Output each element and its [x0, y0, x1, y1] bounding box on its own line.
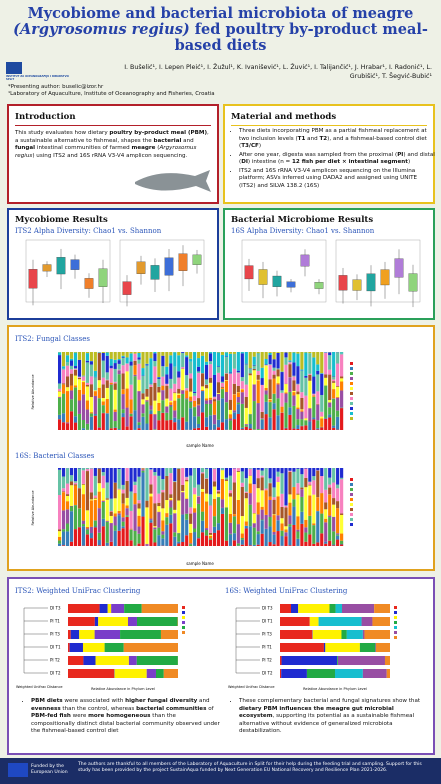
text-run: After one year, digesta was sampled from…: [239, 151, 398, 158]
divider: [231, 125, 427, 126]
methods-list: Three diets incorporating PBM as a parti…: [231, 128, 435, 191]
text-run: ) using ITS2 and 16S rRNA V3-V4 amplicon…: [32, 152, 188, 159]
text-run: fungal: [15, 145, 36, 152]
subheading: 16S: Weighted UniFrac Clustering: [225, 587, 348, 595]
text-run: T1: [297, 135, 306, 142]
text-run: were associated with: [62, 698, 126, 704]
text-run: ) intestine (n =: [247, 159, 293, 166]
presenting-author: *Presenting author: buselic@izor.hr: [8, 84, 104, 90]
logo-mark: [6, 62, 22, 74]
text-run: T3/CF: [241, 143, 259, 150]
eu-flag: [8, 763, 28, 777]
text-run: ITS2 and 16S rRNA V3-V4 amplicon sequenc…: [239, 167, 418, 189]
text-run: DI: [241, 159, 248, 166]
conclusion: PBM diets were associated with higher fu…: [23, 698, 221, 737]
conclusion: These complementary bacterial and fungal…: [231, 698, 429, 737]
text-run: were: [70, 713, 89, 720]
bullet: PBM diets were associated with higher fu…: [31, 698, 221, 736]
authors: I. Bušelić¹, I. Lepen Pleić¹, I. Žužul¹,…: [124, 64, 432, 80]
text-run: PBM-fed fish: [31, 713, 71, 720]
subheading: ITS2: Fungal Classes: [15, 335, 90, 343]
text-run: ) and distal (: [239, 151, 435, 166]
text-run: ), and a fishmeal-based control diet (: [239, 135, 427, 150]
text-run: evenness: [31, 705, 61, 712]
text-run: more homogeneous: [88, 713, 151, 720]
text-run: (: [155, 145, 160, 152]
bacterial-box: Bacterial Microbiome Results 16S Alpha D…: [223, 208, 435, 320]
text-run: PBM diets: [31, 698, 63, 704]
title-text: fed poultry by-product meal-based diets: [174, 20, 428, 54]
clustering-box: ITS2: Weighted UniFrac Clustering 16S: W…: [7, 577, 435, 755]
text-run: and: [305, 135, 320, 142]
text-run: and: [197, 698, 210, 704]
text-run: 12 fish per diet × intestinal segment: [292, 159, 408, 166]
text-run: and: [181, 137, 194, 144]
subheading: ITS2: Weighted UniFrac Clustering: [15, 587, 141, 595]
title: Mycobiome and bacterial microbiota of me…: [10, 6, 431, 54]
methods-box: Material and methods Three diets incorpo…: [223, 104, 435, 204]
text-run: This study evaluates how dietary: [15, 130, 110, 136]
text-run: of: [206, 705, 214, 712]
text-run: than the compositionally distinct distal…: [31, 713, 220, 735]
heading: Introduction: [15, 112, 76, 122]
text-run: poultry by-product meal (PBM): [109, 130, 208, 136]
text-run: than the control, whereas: [60, 705, 137, 712]
text-run: Three diets incorporating PBM as a parti…: [239, 128, 427, 142]
text-run: dietary PBM influences the meagre gut mi…: [239, 705, 394, 720]
heading: Mycobiome Results: [15, 215, 108, 225]
logo: INSTITUT ZA OCEANOGRAFIJU I RIBARSTVO SP…: [6, 62, 72, 81]
text-run: , supporting its potential as a sustaina…: [239, 713, 415, 735]
bullet: These complementary bacterial and fungal…: [239, 698, 429, 736]
text-run: bacterial communities: [136, 705, 207, 712]
bullet: After one year, digesta was sampled from…: [239, 152, 435, 167]
text-run: ): [258, 143, 262, 150]
title-text: Mycobiome and bacterial microbiota of me…: [27, 5, 414, 22]
title-italic: (Argyrosomus regius): [13, 20, 190, 38]
footer: Funded by the European Union The authors…: [0, 758, 441, 784]
text-run: higher fungal diversity: [125, 698, 198, 704]
eu-text: Funded by the European Union: [31, 764, 68, 775]
bullet: ITS2 and 16S rRNA V3-V4 amplicon sequenc…: [239, 168, 435, 191]
text-run: , a sustainable alternative to fishmeal,…: [15, 130, 209, 144]
text-run: T2: [319, 135, 328, 142]
text-run: intestinal communities of farmed: [35, 145, 132, 152]
text-run: PI: [397, 151, 404, 158]
classes-box: ITS2: Fungal Classes 16S: Bacterial Clas…: [7, 325, 435, 571]
text-run: ): [407, 159, 411, 166]
introduction-box: Introduction This study evaluates how di…: [7, 104, 219, 204]
text-run: Argyrosomus regius: [15, 145, 197, 159]
logo-text: INSTITUT ZA OCEANOGRAFIJU I RIBARSTVO SP…: [6, 75, 69, 81]
subheading: 16S Alpha Diversity: Chao1 vs. Shannon: [231, 227, 375, 235]
affiliation: ¹Laboratory of Aquaculture, Institute of…: [8, 91, 215, 97]
subheading: 16S: Bacterial Classes: [15, 452, 95, 460]
mycobiome-box: Mycobiome Results ITS2 Alpha Diversity: …: [7, 208, 219, 320]
bullet: Three diets incorporating PBM as a parti…: [239, 128, 435, 151]
divider: [15, 125, 211, 126]
heading: Material and methods: [231, 112, 337, 122]
text-run: These complementary bacterial and fungal…: [239, 698, 421, 704]
subheading: ITS2 Alpha Diversity: Chao1 vs. Shannon: [15, 227, 162, 235]
heading: Bacterial Microbiome Results: [231, 215, 374, 225]
acknowledgements: The authors are thankful to all members …: [78, 762, 422, 773]
text-run: meagre: [131, 145, 156, 152]
introduction-text: This study evaluates how dietary poultry…: [15, 130, 213, 160]
text-run: bacterial: [153, 137, 182, 144]
